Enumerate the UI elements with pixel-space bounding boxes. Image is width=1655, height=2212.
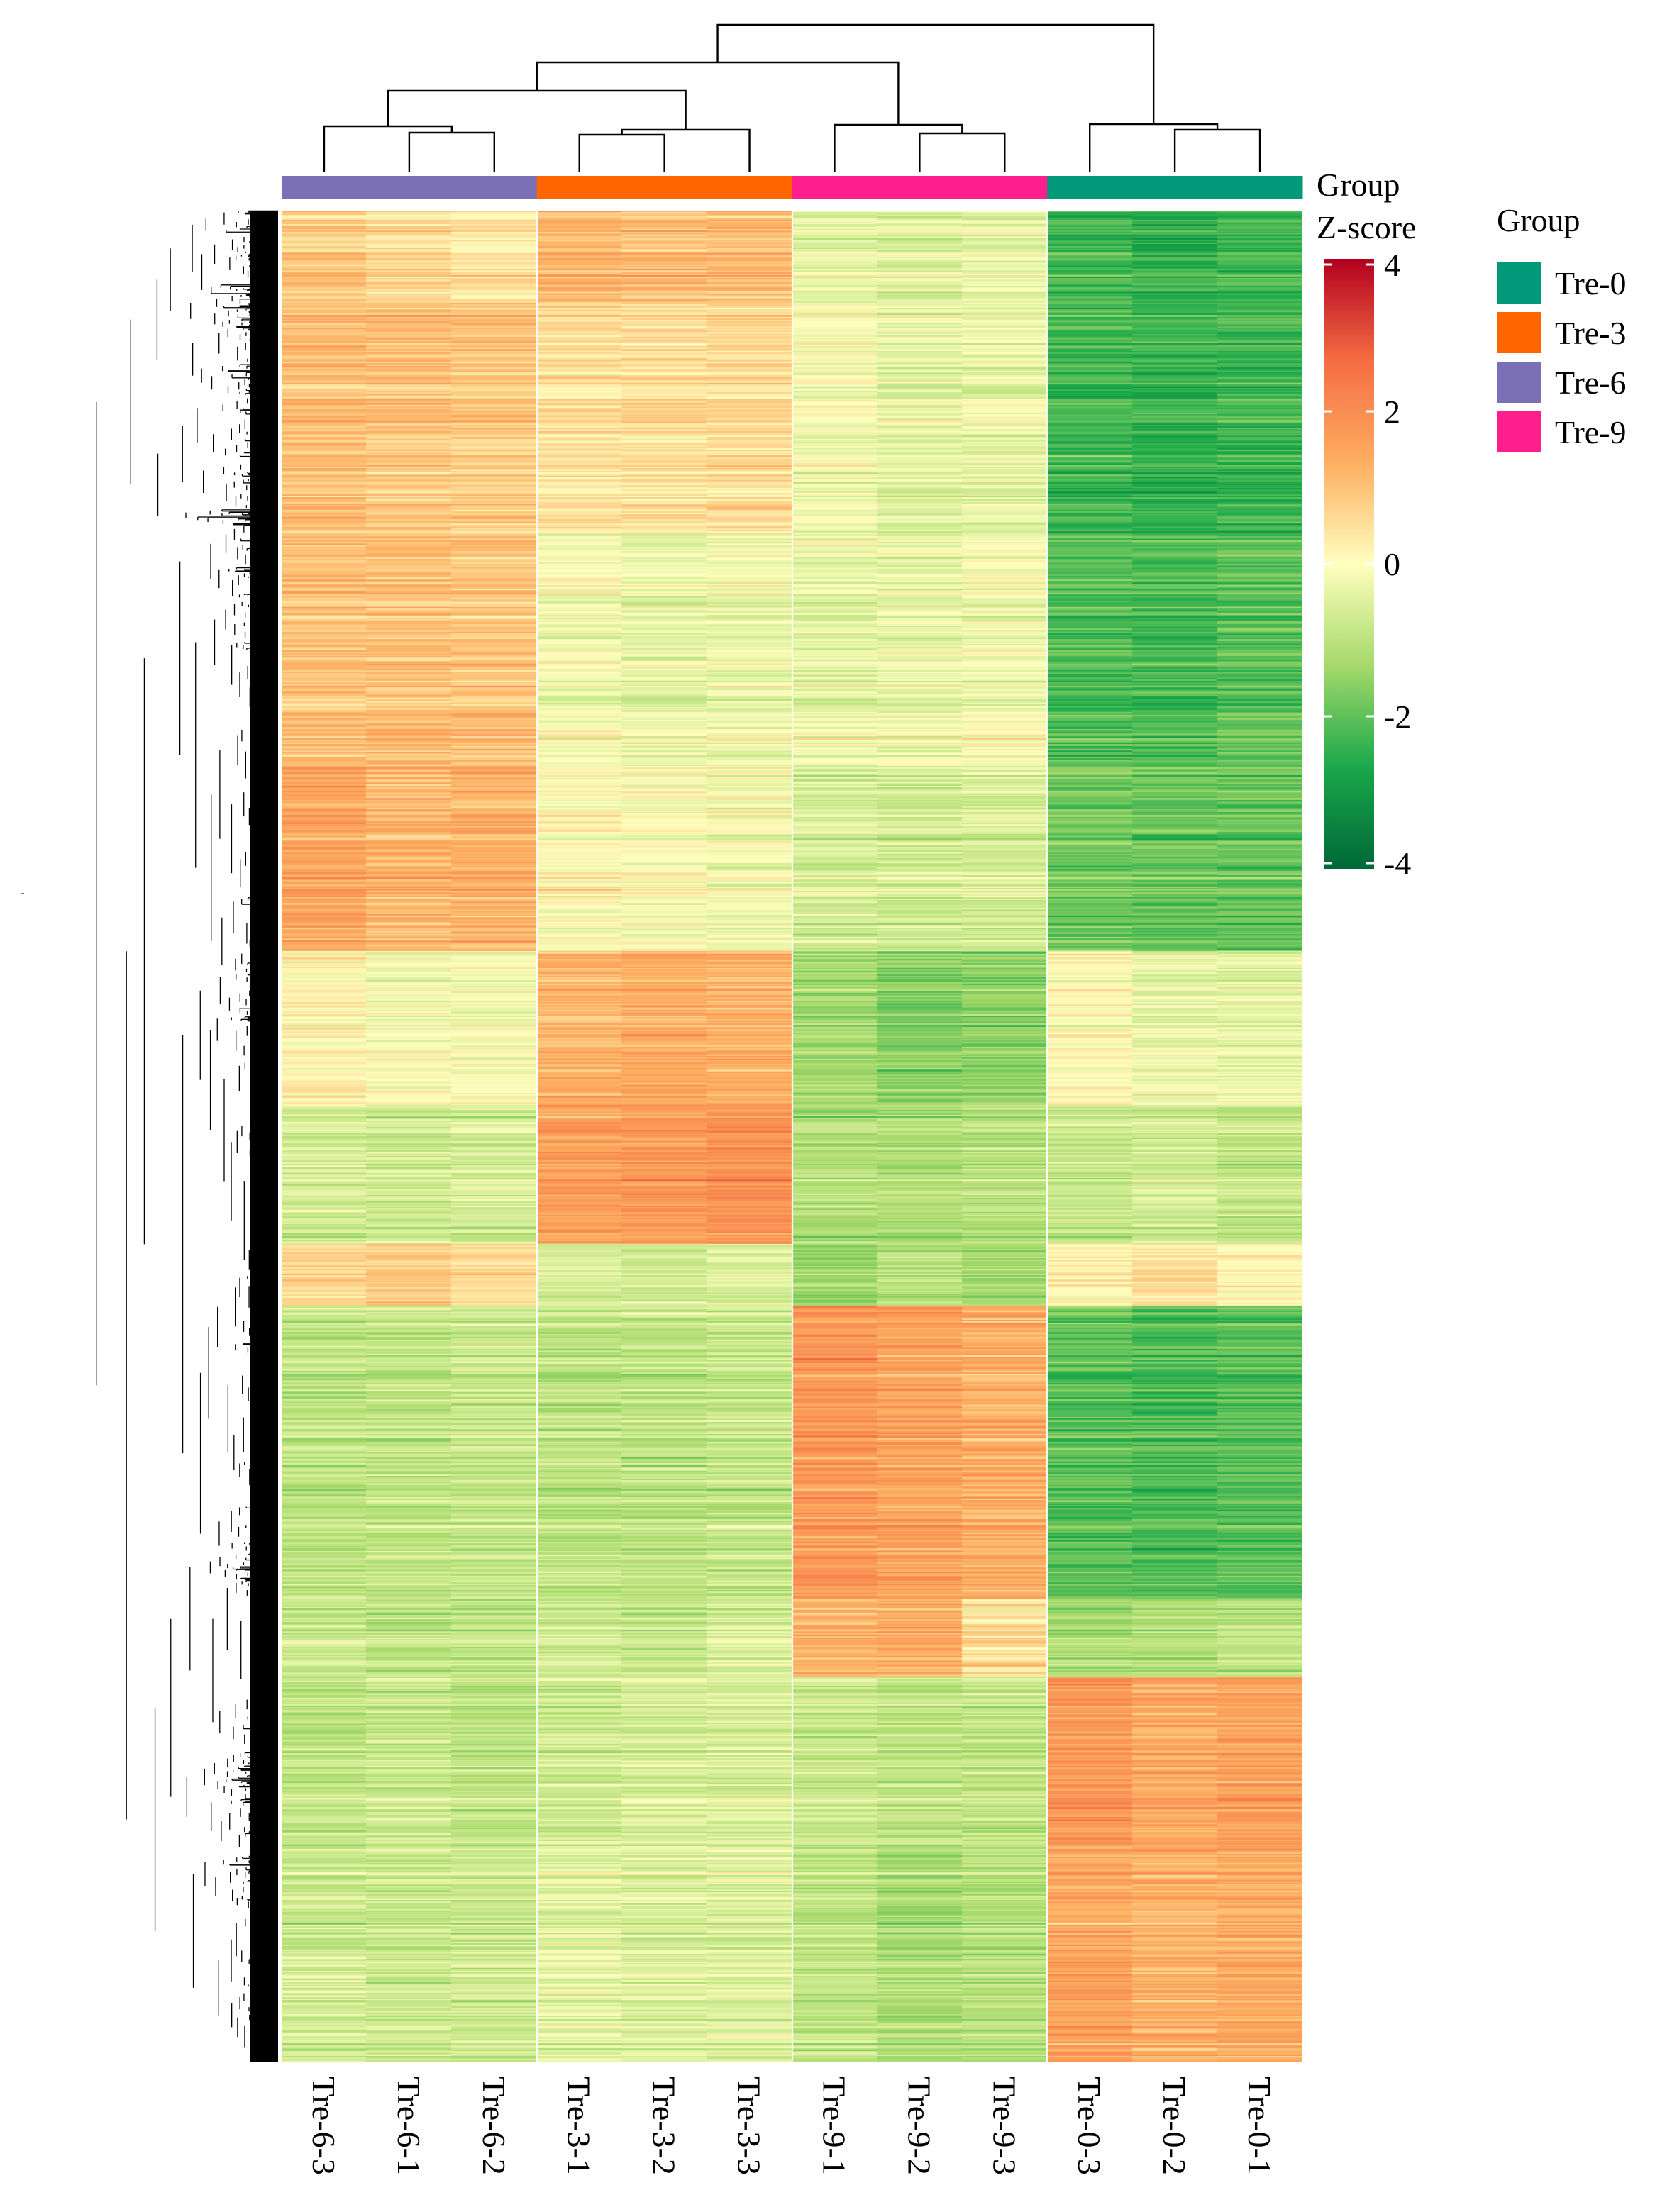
column-label: Tre-6-3 <box>306 2077 342 2175</box>
group-bar-cell <box>707 176 792 199</box>
row-dendrogram <box>21 210 278 2062</box>
colorbar-tick-label: 4 <box>1384 247 1400 283</box>
colorbar-title: Z-score <box>1317 209 1416 245</box>
column-dendrogram-link <box>1089 123 1219 172</box>
legend-title: Group <box>1497 202 1581 238</box>
legend-swatch <box>1497 312 1541 353</box>
group-bar-cell <box>1132 176 1218 199</box>
group-bar-cell <box>621 176 708 199</box>
group-bar-cell <box>451 176 538 199</box>
group-bar-cell <box>962 176 1048 199</box>
column-labels: Tre-6-3 Tre-6-1 Tre-6-2 Tre-3-1 Tre-3-2 Tre-3… <box>306 2077 1278 2175</box>
colorbar-tick-label: 0 <box>1384 546 1400 582</box>
group-bar-cell <box>366 176 453 199</box>
legend-label: Tre-3 <box>1555 315 1627 351</box>
column-label: Tre-6-2 <box>476 2077 512 2175</box>
group-bar-cell <box>1047 176 1133 199</box>
colorbar-tick-label: -2 <box>1384 699 1411 735</box>
group-bar-label: Group <box>1317 167 1400 203</box>
legend-label: Tre-0 <box>1555 265 1627 301</box>
group-bar-cell <box>792 176 878 199</box>
legend-swatch <box>1497 362 1541 403</box>
column-label: Tre-9-1 <box>816 2077 852 2175</box>
column-dendrogram-link <box>578 133 665 172</box>
group-legend: Tre-0 Tre-3 Tre-6 Tre-9 <box>1497 262 1627 452</box>
column-label: Tre-0-3 <box>1071 2077 1107 2175</box>
colorbar-tick-label: 2 <box>1384 394 1400 430</box>
column-label: Tre-3-3 <box>731 2077 768 2175</box>
legend-label: Tre-9 <box>1555 414 1627 450</box>
column-dendrogram-link <box>408 131 495 172</box>
column-dendrogram-link <box>716 23 1155 124</box>
column-label: Tre-0-2 <box>1156 2077 1192 2175</box>
heatmap-body-frame <box>282 211 1302 2062</box>
column-dendrogram <box>323 23 1261 172</box>
column-label: Tre-6-1 <box>391 2077 427 2175</box>
group-bar-cell <box>536 176 623 199</box>
column-label: Tre-3-1 <box>561 2077 597 2175</box>
group-bar-cell <box>282 176 367 199</box>
column-label: Tre-9-2 <box>901 2077 937 2175</box>
column-dendrogram-link <box>834 123 963 172</box>
column-dendrogram-link <box>1173 128 1261 172</box>
group-annotation-bar <box>282 176 1303 199</box>
column-label: Tre-3-2 <box>646 2077 682 2175</box>
column-label: Tre-9-3 <box>986 2077 1022 2175</box>
column-dendrogram-link <box>387 89 687 130</box>
heatmap-cells <box>282 211 1302 2062</box>
legend-label: Tre-6 <box>1555 365 1627 401</box>
colorbar-ticks: 4 2 0 -2 -4 <box>1324 247 1411 882</box>
colorbar-tick-label: -4 <box>1384 845 1411 882</box>
legend-swatch <box>1497 262 1541 304</box>
group-bar-cell <box>877 176 963 199</box>
column-dendrogram-link <box>536 61 900 125</box>
column-dendrogram-link <box>919 132 1006 172</box>
row-dendrogram-leaf-band <box>250 211 278 2062</box>
legend-swatch <box>1497 411 1541 452</box>
column-dendrogram-link <box>621 128 751 172</box>
group-bar-cell <box>1217 176 1303 199</box>
column-label: Tre-0-1 <box>1241 2077 1278 2175</box>
